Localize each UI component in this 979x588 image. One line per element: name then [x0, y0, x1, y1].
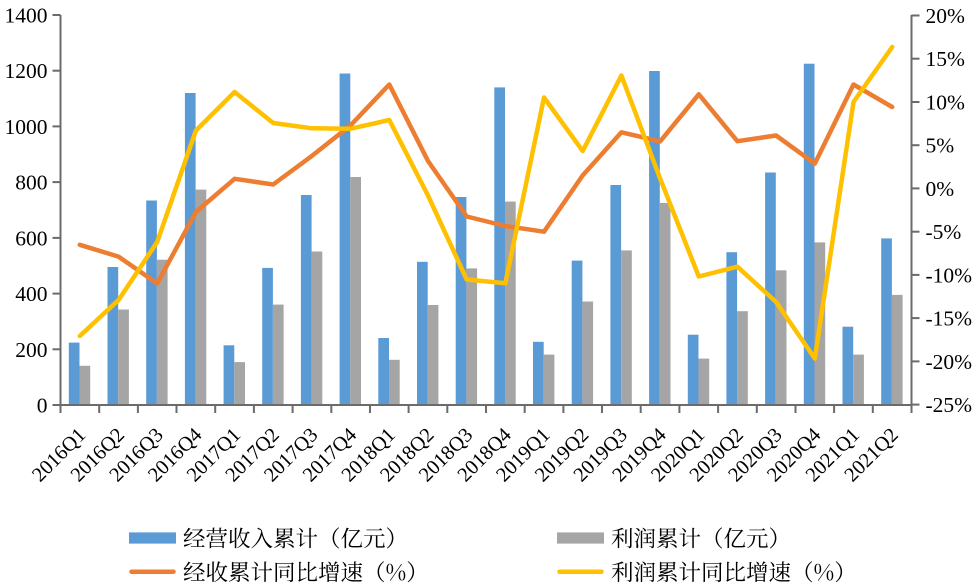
svg-text:10%: 10% — [926, 91, 966, 115]
svg-text:1200: 1200 — [5, 59, 48, 83]
svg-text:400: 400 — [15, 282, 47, 306]
svg-text:200: 200 — [15, 338, 47, 362]
svg-text:0%: 0% — [926, 177, 955, 201]
svg-text:-10%: -10% — [926, 263, 973, 287]
svg-text:-20%: -20% — [926, 350, 973, 374]
svg-text:0: 0 — [37, 394, 48, 418]
svg-text:800: 800 — [15, 171, 47, 195]
svg-text:1000: 1000 — [5, 115, 48, 139]
svg-text:5%: 5% — [926, 134, 955, 158]
svg-text:-25%: -25% — [926, 393, 973, 417]
svg-text:15%: 15% — [926, 47, 966, 71]
svg-text:-15%: -15% — [926, 307, 973, 331]
svg-text:-5%: -5% — [926, 220, 962, 244]
svg-text:600: 600 — [15, 226, 47, 250]
svg-text:20%: 20% — [926, 4, 966, 28]
svg-text:1400: 1400 — [5, 4, 48, 28]
